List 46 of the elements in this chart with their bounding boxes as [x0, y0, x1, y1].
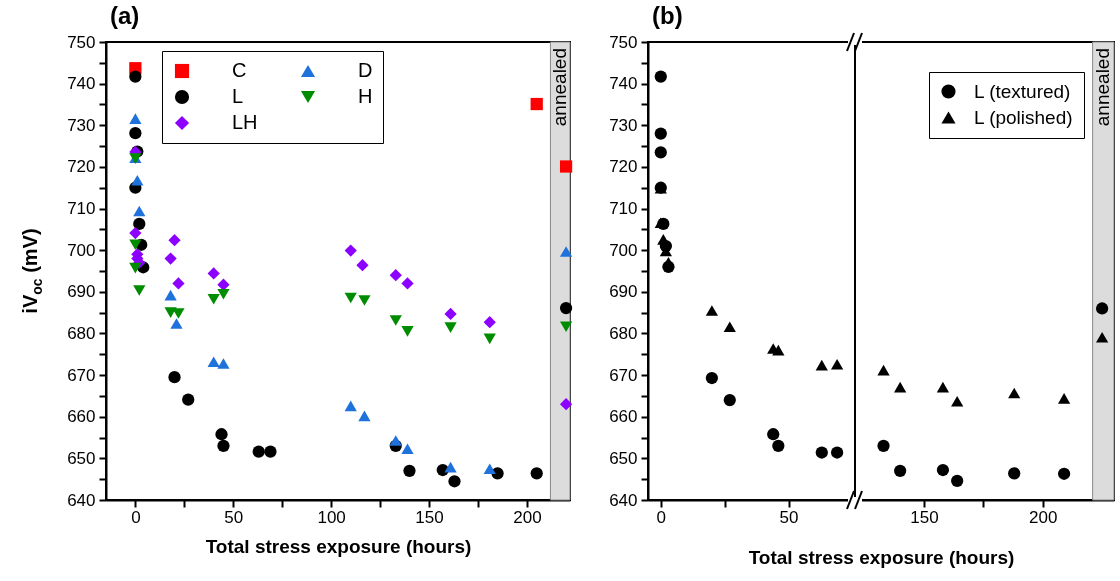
chart-title: (b) — [652, 2, 683, 29]
y-tick-label: 750 — [609, 32, 638, 52]
y-tick-label: 750 — [67, 32, 96, 52]
y-tick-label: 650 — [609, 448, 638, 468]
band-label: annealed — [549, 48, 571, 127]
y-tick-label: 690 — [609, 282, 638, 302]
y-tick-label: 730 — [67, 115, 96, 135]
y-tick-label: 650 — [67, 448, 96, 468]
y-tick-label: 700 — [67, 240, 96, 260]
y-tick-label: 700 — [609, 240, 638, 260]
x-tick-label: 50 — [779, 507, 799, 527]
legend-label: L (textured) — [974, 80, 1071, 102]
y-tick-label: 740 — [609, 74, 638, 94]
y-tick-label: 640 — [67, 490, 96, 510]
x-tick-label: 0 — [131, 507, 141, 527]
x-tick-label: 100 — [317, 507, 346, 527]
y-tick-label: 740 — [67, 74, 96, 94]
y-tick-label: 720 — [609, 157, 638, 177]
legend-label: D — [358, 59, 373, 81]
x-tick-label: 50 — [224, 507, 244, 527]
x-tick-label: 0 — [656, 507, 667, 527]
legend-label: L — [232, 85, 244, 107]
x-tick-label: 200 — [1029, 507, 1058, 527]
x-tick-label: 150 — [910, 507, 939, 527]
band-label: annealed — [1092, 48, 1114, 127]
x-axis-title: Total stress exposure (hours) — [748, 546, 1015, 568]
y-tick-label: 680 — [609, 323, 638, 343]
legend-label: LH — [232, 111, 258, 133]
chart-title: (a) — [110, 2, 140, 29]
y-tick-label: 730 — [609, 115, 638, 135]
x-axis-title: Total stress exposure (hours) — [205, 535, 472, 557]
y-tick-label: 670 — [67, 365, 96, 385]
legend-label: H — [358, 85, 373, 107]
y-tick-label: 710 — [609, 199, 638, 219]
y-tick-label: 680 — [67, 323, 96, 343]
y-tick-label: 670 — [609, 365, 638, 385]
legend-label: L (polished) — [974, 106, 1073, 128]
y-tick-label: 660 — [67, 407, 96, 427]
y-tick-label: 640 — [609, 490, 638, 510]
y-tick-label: 710 — [67, 199, 96, 219]
y-tick-label: 660 — [609, 407, 638, 427]
legend-label: C — [232, 59, 247, 81]
x-tick-label: 200 — [513, 507, 542, 527]
x-tick-label: 150 — [415, 507, 444, 527]
y-tick-label: 690 — [67, 282, 96, 302]
y-tick-label: 720 — [67, 157, 96, 177]
